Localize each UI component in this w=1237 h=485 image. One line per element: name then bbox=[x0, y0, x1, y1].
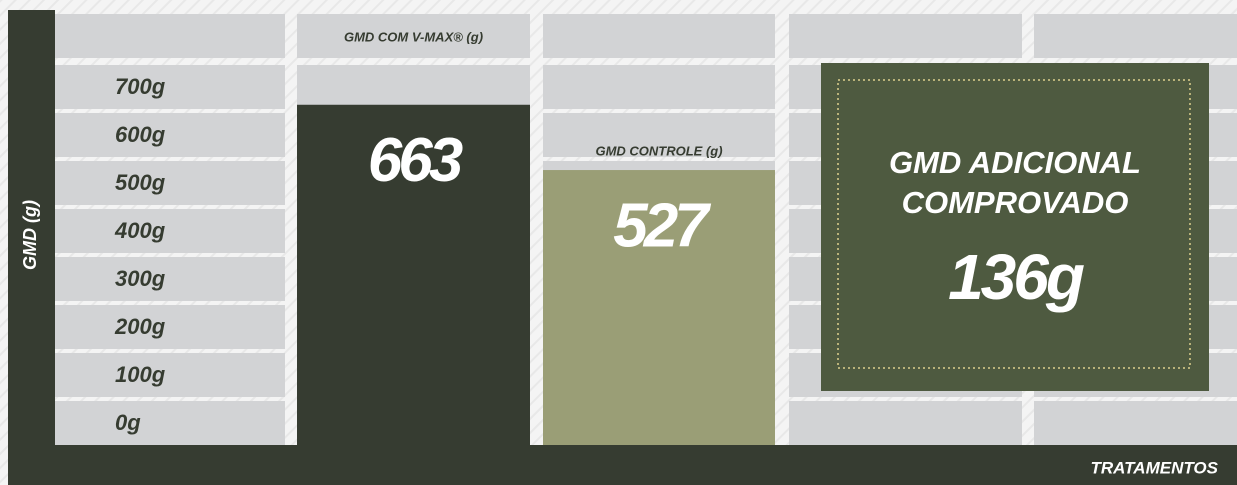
y-tick-label: 0g bbox=[115, 410, 141, 435]
value-label: 663 bbox=[368, 126, 463, 195]
y-tick-label: 500g bbox=[115, 170, 166, 195]
annotation-value: 136g bbox=[948, 241, 1084, 313]
grid-cell bbox=[55, 65, 285, 109]
grid-cell bbox=[543, 14, 775, 58]
grid-cell bbox=[55, 209, 285, 253]
grid-cell bbox=[55, 14, 285, 58]
page: GMD (g) 0g 100g 200g 300g 400g 500g 600g 700g G… bbox=[0, 0, 1237, 485]
grid-cell bbox=[1034, 401, 1237, 445]
y-tick-label: 200g bbox=[114, 314, 166, 339]
grid-cell bbox=[789, 401, 1022, 445]
grid-cell bbox=[55, 353, 285, 397]
x-axis-band bbox=[8, 445, 1237, 485]
grid-cell bbox=[55, 401, 285, 445]
y-tick-label: 600g bbox=[115, 122, 166, 147]
grid-cell bbox=[55, 305, 285, 349]
grid-cell bbox=[789, 14, 1022, 58]
chart: GMD (g) 0g 100g 200g 300g 400g 500g 600g 700g G… bbox=[0, 0, 1237, 485]
y-tick-label: 400g bbox=[114, 218, 166, 243]
annotation-box bbox=[821, 63, 1209, 391]
y-tick-label: 100g bbox=[115, 362, 166, 387]
category-label: GMD COM V-MAX® (g) bbox=[344, 29, 483, 44]
y-axis-title: GMD (g) bbox=[20, 200, 40, 270]
y-tick-label: 300g bbox=[115, 266, 166, 291]
category-label: GMD CONTROLE (g) bbox=[595, 143, 722, 158]
grid-cell bbox=[55, 113, 285, 157]
grid-cell bbox=[1034, 14, 1237, 58]
grid-cell bbox=[55, 161, 285, 205]
y-tick-label: 700g bbox=[115, 74, 166, 99]
grid-cell bbox=[55, 257, 285, 301]
grid-cell bbox=[297, 65, 530, 109]
grid-cell bbox=[543, 65, 775, 109]
x-axis-title: TRATAMENTOS bbox=[1091, 458, 1219, 477]
value-label: 527 bbox=[613, 191, 711, 260]
